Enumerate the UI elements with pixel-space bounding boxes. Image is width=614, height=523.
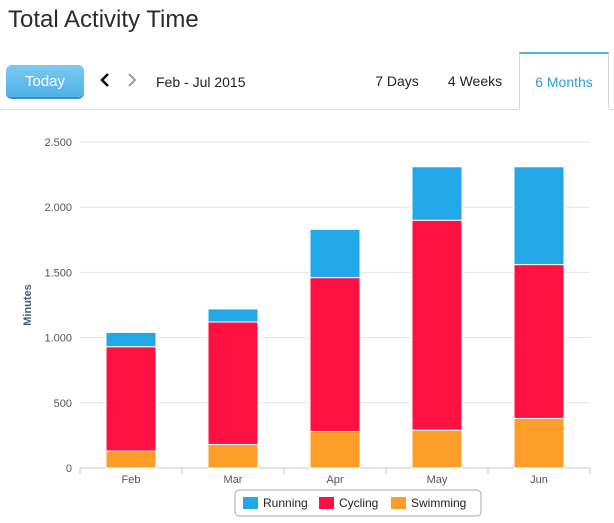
y-tick-label: 2.500: [44, 137, 72, 149]
chart-legend: [234, 489, 482, 517]
y-tick-label: 1.000: [44, 333, 72, 345]
y-tick-label: 2.000: [44, 202, 72, 214]
chevron-left-icon[interactable]: [96, 68, 114, 92]
y-axis-title: Minutes: [22, 284, 34, 326]
bar-cycling-apr: [309, 277, 361, 432]
bar-swimming-may: [411, 429, 463, 469]
bar-cycling-jun: [513, 264, 565, 419]
bar-running-jun: [513, 166, 565, 266]
legend-label-cycling: Cycling: [339, 496, 378, 510]
bar-swimming-jun: [513, 417, 565, 469]
page-title: Total Activity Time: [8, 6, 199, 33]
bar-swimming-mar: [207, 444, 259, 469]
y-tick-label: 500: [54, 398, 72, 410]
x-tick-label: Jun: [530, 474, 548, 486]
bar-running-apr: [309, 228, 361, 279]
toolbar-divider: [0, 109, 614, 110]
bar-running-may: [411, 166, 463, 221]
activity-bar-chart: 0 500 1.000 1.500 2.000 2.500 Minutes Feb Mar Apr…: [22, 137, 591, 517]
y-tick-label: 1.500: [44, 267, 72, 279]
x-tick-label: May: [427, 474, 448, 486]
bar-cycling-may: [411, 219, 463, 431]
bar-swimming-feb: [105, 450, 157, 469]
x-tick-label: Mar: [224, 474, 243, 486]
bar-cycling-mar: [207, 321, 259, 446]
tab-4-weeks[interactable]: 4 Weeks: [447, 73, 503, 89]
today-button[interactable]: Today: [6, 65, 84, 97]
y-tick-label: 0: [66, 463, 72, 475]
bar-cycling-feb: [105, 346, 157, 452]
bar-running-feb: [105, 331, 157, 348]
tab-6-months[interactable]: 6 Months: [519, 52, 609, 110]
bar-swimming-apr: [309, 430, 361, 469]
x-tick-label: Apr: [326, 474, 343, 486]
bar-running-mar: [207, 308, 259, 323]
legend-label-swimming: Swimming: [411, 496, 466, 510]
date-range-label: Feb - Jul 2015: [156, 74, 246, 90]
legend-label-running: Running: [263, 496, 308, 510]
chevron-right-icon[interactable]: [123, 68, 141, 92]
x-tick-label: Feb: [122, 474, 141, 486]
legend-swatch-cycling: [319, 497, 334, 509]
legend-swatch-swimming: [391, 497, 406, 509]
legend-swatch-running: [243, 497, 258, 509]
tab-7-days[interactable]: 7 Days: [375, 73, 419, 89]
toolbar: Today Feb - Jul 2015 7 Days 4 Weeks 6 Mo…: [0, 52, 614, 110]
